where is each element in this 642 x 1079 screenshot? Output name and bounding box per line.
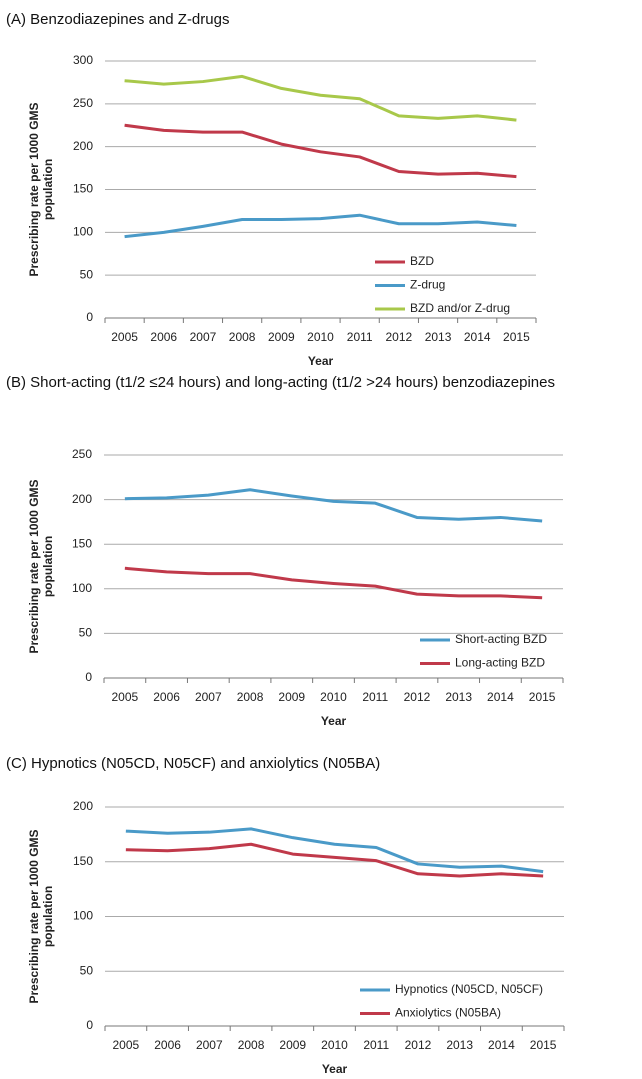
x-tick-label: 2005 [113, 1038, 140, 1052]
y-tick-label: 50 [79, 626, 93, 640]
series-line [124, 488, 543, 523]
x-tick-label: 2006 [154, 1038, 181, 1052]
series-line [124, 74, 517, 122]
x-tick-label: 2006 [150, 330, 177, 344]
y-tick-label: 100 [73, 909, 93, 923]
chart-title: (A) Benzodiazepines and Z-drugs [6, 11, 229, 28]
x-tick-label: 2010 [307, 330, 334, 344]
y-tick-label: 0 [86, 310, 93, 324]
y-tick-label: 100 [72, 581, 92, 595]
legend-label: Short-acting BZD [455, 632, 547, 646]
legend-label: Hypnotics (N05CD, N05CF) [395, 982, 543, 996]
y-axis-title: population [41, 159, 55, 220]
x-tick-label: 2012 [405, 1038, 432, 1052]
series-line [124, 123, 517, 179]
x-tick-label: 2008 [237, 690, 264, 704]
series-line [125, 842, 544, 878]
series-line [125, 827, 544, 874]
y-axis-title: population [41, 536, 55, 597]
legend-label: BZD [410, 254, 434, 268]
y-tick-label: 150 [73, 182, 93, 196]
x-tick-label: 2015 [503, 330, 530, 344]
x-tick-label: 2007 [190, 330, 217, 344]
x-tick-label: 2013 [446, 1038, 473, 1052]
x-tick-label: 2012 [404, 690, 431, 704]
y-tick-label: 0 [86, 1018, 93, 1032]
y-tick-label: 50 [80, 963, 94, 977]
x-tick-label: 2005 [112, 690, 139, 704]
x-tick-label: 2009 [268, 330, 295, 344]
y-tick-label: 50 [80, 267, 94, 281]
x-tick-label: 2011 [362, 690, 388, 704]
y-tick-label: 150 [72, 536, 92, 550]
x-tick-label: 2006 [153, 690, 180, 704]
x-axis-title: Year [308, 354, 334, 368]
x-axis-title: Year [322, 1062, 348, 1076]
x-tick-label: 2012 [386, 330, 413, 344]
y-tick-label: 300 [73, 53, 93, 67]
y-tick-label: 200 [72, 492, 92, 506]
x-tick-label: 2009 [278, 690, 305, 704]
x-tick-label: 2007 [196, 1038, 223, 1052]
y-tick-label: 250 [72, 447, 92, 461]
x-tick-label: 2015 [529, 690, 556, 704]
x-tick-label: 2013 [445, 690, 472, 704]
y-tick-label: 150 [73, 854, 93, 868]
chart-title: (C) Hypnotics (N05CD, N05CF) and anxioly… [6, 755, 380, 772]
x-tick-label: 2010 [320, 690, 347, 704]
x-tick-label: 2011 [363, 1038, 389, 1052]
x-tick-label: 2013 [425, 330, 452, 344]
x-tick-label: 2014 [488, 1038, 515, 1052]
legend-label: Long-acting BZD [455, 656, 545, 670]
y-tick-label: 200 [73, 799, 93, 813]
x-tick-label: 2007 [195, 690, 222, 704]
y-axis-title: population [41, 886, 55, 947]
x-tick-label: 2015 [530, 1038, 557, 1052]
y-tick-label: 200 [73, 139, 93, 153]
y-axis-title: Prescribing rate per 1000 GMS [27, 102, 41, 276]
x-axis-title: Year [321, 714, 347, 728]
x-tick-label: 2005 [111, 330, 138, 344]
x-tick-label: 2009 [279, 1038, 306, 1052]
y-axis-title: Prescribing rate per 1000 GMS [27, 829, 41, 1003]
x-tick-label: 2008 [238, 1038, 265, 1052]
x-tick-label: 2014 [464, 330, 491, 344]
x-tick-label: 2008 [229, 330, 256, 344]
x-tick-label: 2011 [347, 330, 373, 344]
series-line [124, 566, 543, 600]
chart-title: (B) Short-acting (t1/2 ≤24 hours) and lo… [6, 374, 555, 391]
y-tick-label: 0 [85, 670, 92, 684]
legend-label: BZD and/or Z-drug [410, 301, 510, 315]
y-tick-label: 250 [73, 96, 93, 110]
y-axis-title: Prescribing rate per 1000 GMS [27, 479, 41, 653]
y-tick-label: 100 [73, 225, 93, 239]
x-tick-label: 2014 [487, 690, 514, 704]
legend-label: Anxiolytics (N05BA) [395, 1006, 501, 1020]
x-tick-label: 2010 [321, 1038, 348, 1052]
series-line [124, 213, 517, 239]
legend-label: Z-drug [410, 278, 445, 292]
